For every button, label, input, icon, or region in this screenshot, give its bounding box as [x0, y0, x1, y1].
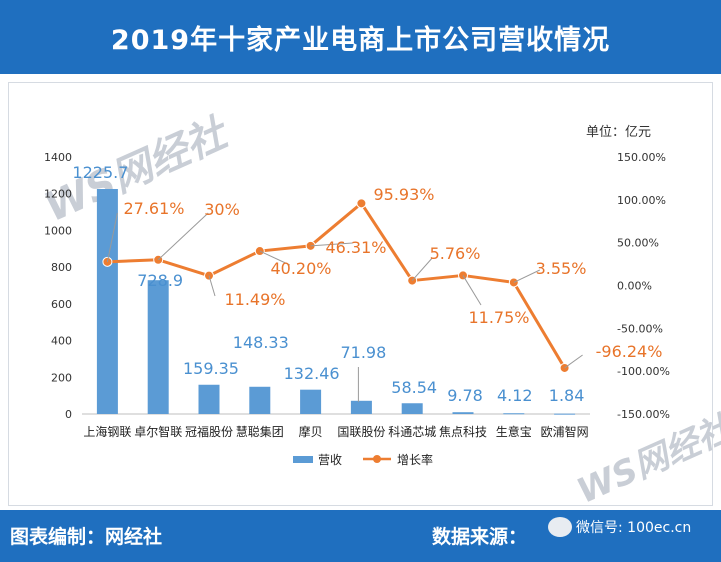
y-left-tick-label: 800 [51, 261, 72, 274]
y-left-tick-label: 1400 [44, 151, 72, 164]
x-tick-label: 生意宝 [496, 424, 532, 439]
bar-value-label: 132.46 [284, 364, 340, 383]
line-label-leader [208, 275, 216, 297]
x-tick-label: 卓尔智联 [134, 424, 182, 439]
y-left-tick-label: 600 [51, 298, 72, 311]
y-left-tick-label: 1200 [44, 188, 72, 201]
growth-rate-label: 3.55% [536, 259, 587, 278]
line-label-leader [259, 250, 291, 266]
y-right-tick-label: -150.00% [617, 408, 670, 421]
legend-label: 增长率 [397, 452, 433, 467]
growth-rate-line [107, 201, 566, 369]
bar-value-label: 148.33 [233, 333, 289, 352]
line-label-leader [310, 242, 353, 247]
line-label-leader [411, 257, 433, 281]
bar [401, 403, 423, 414]
chart-frame [8, 82, 713, 506]
y-right-tick-label: -50.00% [617, 322, 663, 335]
growth-rate-label: 46.31% [325, 238, 386, 257]
bar [96, 188, 118, 414]
line-label-leader [513, 269, 541, 283]
growth-rate-point [356, 198, 367, 209]
bar-value-label: 58.54 [391, 378, 437, 397]
x-tick-label: 欧浦智网 [541, 424, 589, 439]
line-label-leader [462, 275, 482, 306]
growth-rate-label: 11.75% [468, 308, 529, 327]
x-tick-label: 慧聪集团 [236, 424, 284, 439]
y-left-tick-label: 200 [51, 371, 72, 384]
bar [350, 400, 372, 414]
footer-bar: 图表编制：网经社 数据来源： [0, 510, 721, 562]
y-left-tick-label: 1000 [44, 224, 72, 237]
x-tick-label: 科通芯城 [388, 425, 436, 439]
wechat-text: 微信号: 100ec.cn [576, 520, 692, 536]
bar-value-label: 728.9 [137, 271, 183, 290]
growth-rate-label: 27.61% [123, 199, 184, 218]
bar [452, 412, 474, 414]
bar-value-label: 4.12 [497, 386, 533, 405]
growth-rate-label: 95.93% [373, 185, 434, 204]
bar-value-label: 1225.7 [72, 163, 128, 182]
wechat-icon [548, 517, 572, 537]
legend-label: 营收 [318, 453, 342, 467]
unit-label: 单位：亿元 [586, 125, 652, 140]
footer-credit: 图表编制：网经社 [10, 526, 163, 548]
x-tick-label: 摩贝 [299, 424, 323, 439]
bar [249, 386, 271, 414]
growth-rate-label: 5.76% [430, 244, 481, 263]
growth-rate-label: -96.24% [596, 342, 663, 361]
y-left-tick-label: 0 [65, 408, 72, 421]
growth-rate-label: 30% [204, 200, 240, 219]
bar-value-label: 71.98 [340, 343, 386, 362]
y-right-tick-label: 100.00% [617, 194, 666, 207]
growth-rate-label: 11.49% [224, 290, 285, 309]
bar [147, 280, 169, 414]
x-tick-label: 上海钢联 [83, 424, 131, 439]
growth-rate-label: 40.20% [270, 259, 331, 278]
wechat-id: 微信号: 100ec.cn [548, 517, 691, 537]
y-left-tick-label: 400 [51, 335, 72, 348]
line-label-leader [106, 212, 118, 262]
bar-value-label: 159.35 [183, 359, 239, 378]
line-label-leader [157, 212, 209, 261]
bar-value-label: 1.84 [549, 386, 585, 405]
chart-title: 2019年十家产业电商上市公司营收情况 [0, 0, 721, 74]
footer-source: 数据来源： [432, 526, 528, 548]
bar-value-label: 9.78 [447, 386, 483, 405]
bar [198, 384, 220, 414]
legend-line-marker [373, 455, 381, 463]
bar [300, 389, 322, 414]
y-right-tick-label: 50.00% [617, 237, 659, 250]
y-right-tick-label: -100.00% [617, 365, 670, 378]
y-right-tick-label: 0.00% [617, 280, 652, 293]
x-tick-label: 国联股份 [337, 425, 385, 439]
line-label-leader [564, 354, 583, 369]
bar [554, 413, 576, 415]
legend-bar-swatch [293, 456, 313, 463]
bar [503, 413, 525, 415]
x-tick-label: 焦点科技 [439, 425, 487, 439]
x-tick-label: 冠福股份 [185, 424, 233, 439]
y-right-tick-label: 150.00% [617, 151, 666, 164]
